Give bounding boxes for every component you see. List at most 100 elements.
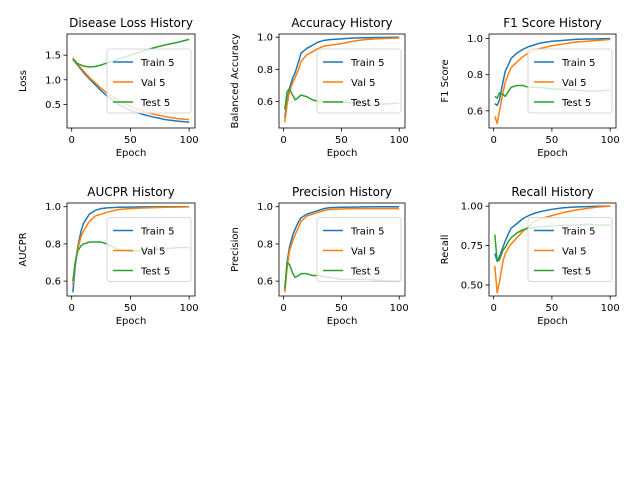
y-tick-label: 0.50 bbox=[461, 280, 483, 291]
x-tick-label: 0 bbox=[280, 303, 286, 314]
y-tick-label: 0.6 bbox=[45, 277, 61, 288]
chart-title: Recall History bbox=[511, 185, 593, 199]
legend: Train 5 Val 5 Test 5 bbox=[527, 48, 613, 114]
x-tick-label: 100 bbox=[601, 135, 620, 146]
legend-box bbox=[106, 217, 192, 282]
legend-label-test-5: Test 5 bbox=[561, 98, 591, 109]
legend: Train 5 Val 5 Test 5 bbox=[316, 48, 402, 114]
chart-f1-score-history: 0 50 100 0.6 0.8 1.0 F1 Score History Epoch F1 S… bbox=[440, 16, 620, 159]
chart-title: Disease Loss History bbox=[69, 16, 193, 30]
legend-label-val-5: Val 5 bbox=[141, 78, 166, 89]
chart-title: AUCPR History bbox=[87, 185, 174, 199]
legend-box bbox=[527, 217, 613, 282]
legend-label-test-5: Test 5 bbox=[350, 98, 380, 109]
axes-frame bbox=[488, 33, 617, 129]
x-tick-label: 0 bbox=[490, 303, 496, 314]
legend-label-train-5: Train 5 bbox=[140, 58, 175, 69]
legend-label-val-5: Val 5 bbox=[351, 78, 376, 89]
y-tick-label: 0.75 bbox=[461, 241, 483, 252]
x-tick-label: 50 bbox=[124, 135, 137, 146]
y-tick-label: 1.0 bbox=[45, 202, 61, 213]
axes-frame bbox=[66, 202, 196, 297]
legend-box bbox=[106, 48, 192, 114]
legend-box bbox=[316, 48, 402, 114]
series-line-train-5 bbox=[284, 36, 400, 118]
x-tick-label: 50 bbox=[335, 303, 348, 314]
chart-title: Precision History bbox=[292, 185, 392, 199]
axes-frame bbox=[278, 33, 406, 129]
x-tick-label: 100 bbox=[180, 135, 199, 146]
y-tick-label: 0.6 bbox=[257, 277, 273, 288]
axes-frame bbox=[488, 202, 617, 297]
axes-frame bbox=[278, 202, 406, 297]
x-axis-label: Epoch bbox=[537, 316, 568, 327]
x-axis-label: Epoch bbox=[537, 148, 568, 159]
y-tick-label: 0.5 bbox=[45, 100, 61, 111]
chart-recall-history: 0 50 100 0.50 0.75 1.00 Recall History Epoch Rec… bbox=[440, 185, 620, 327]
legend: Train 5 Val 5 Test 5 bbox=[527, 217, 613, 282]
x-axis-label: Epoch bbox=[327, 316, 358, 327]
y-tick-label: 0.8 bbox=[45, 239, 61, 250]
y-tick-label: 0.6 bbox=[467, 106, 483, 117]
legend-label-val-5: Val 5 bbox=[562, 246, 587, 257]
legend: Train 5 Val 5 Test 5 bbox=[316, 217, 402, 282]
series-line-train-5 bbox=[284, 205, 400, 291]
chart-disease-loss-history: 0 50 100 0.5 1.0 1.5 Disease Loss History Epoch… bbox=[18, 16, 199, 159]
y-tick-label: 1.5 bbox=[45, 51, 61, 62]
series-line-train-5 bbox=[494, 37, 611, 107]
chart-accuracy-history: 0 50 100 0.6 0.8 1.0 Accuracy History Epoch Bala… bbox=[230, 16, 409, 159]
x-tick-label: 50 bbox=[124, 303, 137, 314]
legend-box bbox=[527, 48, 613, 114]
y-tick-label: 0.8 bbox=[257, 239, 273, 250]
legend-label-test-5: Test 5 bbox=[140, 98, 170, 109]
x-tick-label: 50 bbox=[335, 135, 348, 146]
legend-label-val-5: Val 5 bbox=[141, 246, 166, 257]
x-tick-label: 50 bbox=[546, 135, 559, 146]
y-axis-label: F1 Score bbox=[440, 59, 451, 102]
legend-label-test-5: Test 5 bbox=[140, 266, 170, 277]
y-tick-label: 0.8 bbox=[257, 65, 273, 76]
y-tick-label: 1.0 bbox=[257, 33, 273, 44]
y-tick-label: 1.0 bbox=[467, 34, 483, 45]
y-tick-label: 1.0 bbox=[257, 202, 273, 213]
legend-label-train-5: Train 5 bbox=[140, 226, 175, 237]
legend-label-train-5: Train 5 bbox=[350, 226, 385, 237]
series-line-val-5 bbox=[284, 207, 400, 293]
y-tick-label: 0.8 bbox=[467, 70, 483, 81]
chart-title: Accuracy History bbox=[291, 16, 392, 30]
axes-frame bbox=[66, 33, 196, 129]
series-line-val-5 bbox=[284, 37, 400, 123]
x-tick-label: 100 bbox=[180, 303, 199, 314]
legend: Train 5 Val 5 Test 5 bbox=[106, 217, 192, 282]
series-line-val-5 bbox=[494, 38, 611, 125]
y-axis-label: Precision bbox=[230, 227, 241, 272]
y-axis-label: Recall bbox=[440, 235, 451, 265]
x-axis-label: Epoch bbox=[327, 148, 358, 159]
legend-label-train-5: Train 5 bbox=[561, 58, 596, 69]
x-axis-label: Epoch bbox=[116, 148, 147, 159]
x-tick-label: 100 bbox=[601, 303, 620, 314]
legend-label-val-5: Val 5 bbox=[562, 78, 587, 89]
y-tick-label: 1.0 bbox=[45, 75, 61, 86]
chart-precision-history: 0 50 100 0.6 0.8 1.0 Precision History Epoch Pre… bbox=[230, 185, 409, 327]
legend: Train 5 Val 5 Test 5 bbox=[106, 48, 192, 114]
series-line-train-5 bbox=[494, 205, 611, 263]
x-tick-label: 0 bbox=[280, 135, 286, 146]
y-axis-label: AUCPR bbox=[18, 232, 29, 266]
legend-label-train-5: Train 5 bbox=[350, 58, 385, 69]
chart-aucpr-history: 0 50 100 0.6 0.8 1.0 AUCPR History Epoch AUCPR Tr… bbox=[18, 185, 199, 327]
y-axis-label: Loss bbox=[18, 70, 29, 92]
legend-label-test-5: Test 5 bbox=[350, 266, 380, 277]
y-tick-label: 1.00 bbox=[461, 202, 483, 213]
series-line-val-5 bbox=[72, 206, 190, 285]
x-tick-label: 100 bbox=[390, 135, 409, 146]
x-tick-label: 0 bbox=[69, 303, 75, 314]
x-axis-label: Epoch bbox=[116, 316, 147, 327]
legend-label-val-5: Val 5 bbox=[351, 246, 376, 257]
legend-box bbox=[316, 217, 402, 282]
y-tick-label: 0.6 bbox=[257, 97, 273, 108]
legend-label-train-5: Train 5 bbox=[561, 226, 596, 237]
legend-label-test-5: Test 5 bbox=[561, 266, 591, 277]
x-tick-label: 100 bbox=[390, 303, 409, 314]
